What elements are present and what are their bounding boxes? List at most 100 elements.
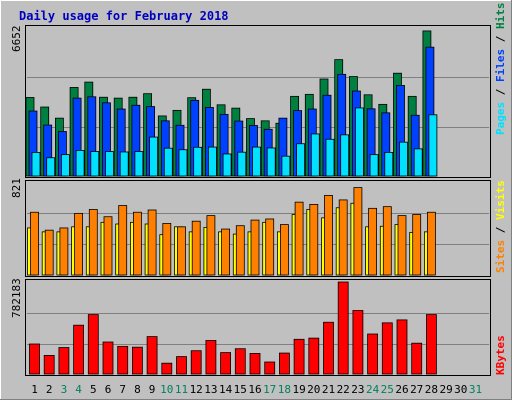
bar-sites-day-24 xyxy=(368,207,378,276)
day-label-2: 2 xyxy=(46,383,53,396)
bar-kbytes-day-6 xyxy=(102,341,114,375)
bar-pages-day-12 xyxy=(193,146,203,177)
bar-kbytes-day-13 xyxy=(205,340,217,375)
bar-pages-day-25 xyxy=(384,152,394,177)
day-labels: 1 2 3 4 5 6 7 8 9 10 11 12 13 14 15 16 17 18 19 20 21 22 23 24 2… xyxy=(31,383,482,396)
bar-kbytes-day-21 xyxy=(323,321,334,375)
bar-sites-day-7 xyxy=(118,205,128,276)
bar-pages-day-7 xyxy=(119,151,129,177)
legend-pages: Pages xyxy=(494,102,507,135)
bar-sites-day-28 xyxy=(426,211,436,276)
legend-files: Files xyxy=(494,49,507,82)
bar-kbytes-day-22 xyxy=(337,281,349,375)
bar-pages-day-19 xyxy=(296,143,306,177)
day-label-11: 11 xyxy=(175,383,188,396)
bar-pages-day-16 xyxy=(252,146,261,177)
bar-sites-day-14 xyxy=(221,228,231,276)
bar-pages-day-15 xyxy=(237,151,247,177)
bar-pages-day-4 xyxy=(75,150,85,177)
bar-kbytes-day-12 xyxy=(190,350,202,375)
bar-sites-day-26 xyxy=(397,215,407,276)
bar-sites-day-12 xyxy=(191,220,201,276)
bar-pages-day-13 xyxy=(207,146,217,177)
day-label-20: 20 xyxy=(307,383,320,396)
bar-pages-day-22 xyxy=(340,134,350,177)
bar-pages-day-17 xyxy=(266,147,276,177)
bar-sites-day-9 xyxy=(147,209,157,276)
day-label-23: 23 xyxy=(351,383,364,396)
legend-hits: Hits xyxy=(494,3,507,30)
bar-pages-day-28 xyxy=(428,114,438,177)
legend-kbytes: KBytes xyxy=(494,335,507,375)
day-label-7: 7 xyxy=(119,383,126,396)
day-label-6: 6 xyxy=(105,383,112,396)
bar-pages-day-27 xyxy=(413,148,423,177)
bar-sites-day-22 xyxy=(338,199,348,276)
bar-sites-day-11 xyxy=(177,226,186,276)
bar-kbytes-day-3 xyxy=(58,347,70,375)
day-label-17: 17 xyxy=(263,383,276,396)
bar-sites-day-21 xyxy=(324,195,333,276)
bar-kbytes-day-27 xyxy=(411,342,423,375)
bar-sites-day-3 xyxy=(59,227,69,276)
day-label-10: 10 xyxy=(160,383,173,396)
bar-sites-day-13 xyxy=(206,215,216,276)
bar-pages-day-24 xyxy=(369,154,379,177)
bar-pages-day-1 xyxy=(31,152,41,177)
bar-pages-day-5 xyxy=(90,151,100,177)
bar-kbytes-day-17 xyxy=(264,361,276,375)
bar-pages-day-18 xyxy=(281,155,291,177)
legend-hits-files-pages: Pages / Files / Hits xyxy=(494,3,507,136)
day-label-4: 4 xyxy=(75,383,82,396)
day-label-30: 30 xyxy=(454,383,467,396)
bar-sites-day-17 xyxy=(265,218,275,276)
day-label-5: 5 xyxy=(90,383,97,396)
bar-sites-day-4 xyxy=(74,212,83,276)
bar-sites-day-16 xyxy=(250,219,260,276)
ymax-label-sites: 821 xyxy=(10,178,23,198)
legend-kbytes-wrap: KBytes xyxy=(494,335,507,375)
bar-sites-day-8 xyxy=(132,211,142,276)
bar-kbytes-day-11 xyxy=(176,356,187,375)
bar-kbytes-day-16 xyxy=(249,353,261,375)
day-label-19: 19 xyxy=(292,383,305,396)
day-label-31: 31 xyxy=(469,383,482,396)
day-label-21: 21 xyxy=(322,383,335,396)
bar-kbytes-day-9 xyxy=(146,336,158,375)
bar-sites-day-15 xyxy=(235,225,245,276)
bar-kbytes-day-1 xyxy=(29,343,40,375)
bar-pages-day-10 xyxy=(163,147,173,177)
bar-kbytes-day-25 xyxy=(381,322,393,375)
bar-pages-day-6 xyxy=(105,151,114,177)
bar-sites-day-10 xyxy=(162,223,172,276)
day-label-18: 18 xyxy=(278,383,291,396)
bar-pages-day-26 xyxy=(399,141,408,177)
bar-sites-day-19 xyxy=(294,201,304,276)
bar-sites-day-27 xyxy=(412,214,422,276)
bar-kbytes-day-15 xyxy=(234,348,246,375)
day-label-16: 16 xyxy=(248,383,261,396)
chart-title: Daily usage for February 2018 xyxy=(19,9,229,23)
bar-pages-day-2 xyxy=(46,157,56,177)
day-label-15: 15 xyxy=(234,383,247,396)
bar-pages-day-8 xyxy=(134,151,144,177)
bar-kbytes-day-18 xyxy=(278,352,290,375)
bar-sites-day-18 xyxy=(279,224,289,276)
day-label-12: 12 xyxy=(190,383,203,396)
bar-sites-day-25 xyxy=(382,206,392,276)
bar-sites-day-20 xyxy=(309,204,319,276)
bar-pages-day-9 xyxy=(149,136,159,177)
bar-sites-day-23 xyxy=(353,187,363,276)
bar-sites-day-6 xyxy=(103,216,113,276)
ymax-label-hits: 6652 xyxy=(10,26,23,53)
bar-kbytes-day-24 xyxy=(367,333,379,375)
day-label-22: 22 xyxy=(337,383,350,396)
day-label-24: 24 xyxy=(366,383,380,396)
legend-sites-visits: Sites / Visits xyxy=(494,180,507,273)
bar-kbytes-day-26 xyxy=(396,319,408,375)
day-label-9: 9 xyxy=(149,383,156,396)
bar-sites-day-5 xyxy=(88,209,98,276)
day-label-25: 25 xyxy=(381,383,394,396)
bar-kbytes-day-5 xyxy=(87,314,99,375)
